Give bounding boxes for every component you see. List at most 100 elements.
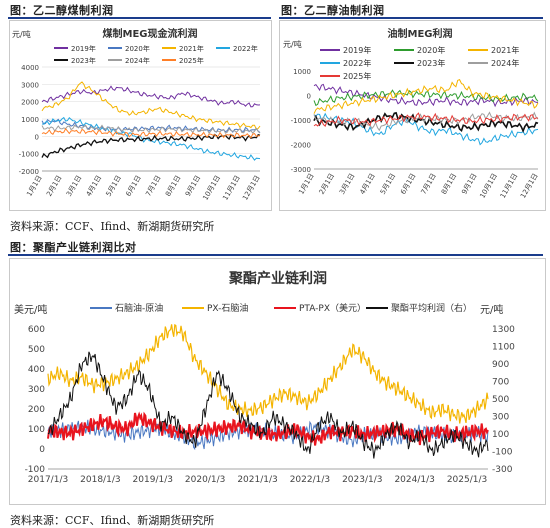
legend-label: 2021年 xyxy=(179,44,204,53)
legend-label: 2021年 xyxy=(491,45,519,55)
legend-label: 2025年 xyxy=(343,71,371,81)
y-tick-label: 100 xyxy=(28,425,45,435)
y-axis-label: 元/吨 xyxy=(12,29,31,39)
y-tick-label: 300 xyxy=(28,385,45,395)
y-tick-label: -100 xyxy=(25,465,46,475)
series-line-7 xyxy=(313,112,538,127)
series-line-1 xyxy=(41,85,261,108)
legend-label: 2025年 xyxy=(179,56,204,65)
x-tick-label: 9月1日 xyxy=(184,174,202,198)
x-tick-label: 2022/1/3 xyxy=(290,475,330,485)
series-line-1 xyxy=(313,83,539,108)
legend-label: 2019年 xyxy=(71,44,96,53)
y-tick-label: 600 xyxy=(28,325,45,335)
x-tick-label: 5月1日 xyxy=(105,174,123,198)
figure-2-rule xyxy=(279,17,543,19)
y-tick-label: 3000 xyxy=(21,81,39,89)
x-tick-label: 11月1日 xyxy=(221,174,242,202)
y-tick-label: 2000 xyxy=(21,99,39,107)
x-tick-label: 2023/1/3 xyxy=(342,475,382,485)
legend-label: 2022年 xyxy=(233,44,258,53)
legend-label: 石脑油-原油 xyxy=(115,302,163,314)
x-tick-label: 2024/1/3 xyxy=(394,475,434,485)
y-axis-label: 元/吨 xyxy=(283,39,302,49)
x-tick-label: 2025/1/3 xyxy=(447,475,487,485)
y-tick-label-right: -300 xyxy=(492,465,513,475)
chart-panel-coal-meg: 煤制MEG现金流利润 元/吨 4000 3000 2000 1000 0 -1000 -2000… xyxy=(9,20,272,211)
series-line-3 xyxy=(47,411,489,446)
y-tick-label-right: 1100 xyxy=(492,343,515,353)
figure-2-header: 图：乙二醇油制利润 xyxy=(281,4,385,17)
legend-label: 2019年 xyxy=(343,45,371,55)
figure-1-header: 图：乙二醇煤制利润 xyxy=(10,4,114,17)
y-tick-label: 500 xyxy=(28,345,45,355)
legend-label: 2024年 xyxy=(125,56,150,65)
legend-label: 2024年 xyxy=(491,58,519,68)
x-tick-label: 7月1日 xyxy=(420,172,438,196)
legend-label: 聚酯平均利润（右） xyxy=(391,302,472,314)
legend-label: 2023年 xyxy=(417,58,445,68)
x-tick-label: 8月1日 xyxy=(440,172,458,196)
chart-panel-oil-meg: 油制MEG利润元/吨 1000 0 -1000 -2000 -3000 1月1日 2月1日 3月… xyxy=(279,20,546,211)
series-line-5 xyxy=(41,133,261,159)
x-tick-label: 6月1日 xyxy=(124,174,142,198)
source-note-1: 资料来源：CCF、Ifind、新湖期货研究所 xyxy=(10,220,215,233)
y-tick-label: -2000 xyxy=(19,168,39,176)
coal-meg-profit-chart: 煤制MEG现金流利润 元/吨 4000 3000 2000 1000 0 -1000 -2000… xyxy=(12,27,262,202)
figure-3-header: 图：聚酯产业链利润比对 xyxy=(10,241,137,254)
x-tick-label: 9月1日 xyxy=(460,172,478,196)
y-tick-label: -1000 xyxy=(291,117,311,125)
x-tick-label: 2018/1/3 xyxy=(80,475,120,485)
chart-panel-polyester: 聚酯产业链利润 美元/吨 元/吨 600 500 400 300 200 100 0 -100 130… xyxy=(9,258,546,505)
y-tick-label-right: 500 xyxy=(492,395,509,405)
y-tick-label-right: -100 xyxy=(492,448,513,458)
x-tick-label: 10月1日 xyxy=(201,174,222,202)
x-tick-label: 3月1日 xyxy=(65,174,83,198)
y-tick-label: 1000 xyxy=(293,68,311,76)
x-tick-label: 7月1日 xyxy=(144,174,162,198)
legend-label: 2020年 xyxy=(125,44,150,53)
source-note-2: 资料来源：CCF、Ifind、新湖期货研究所 xyxy=(10,514,215,527)
x-tick-label: 2月1日 xyxy=(318,172,336,196)
x-tick-label: 4月1日 xyxy=(85,174,103,198)
x-tick-label: 6月1日 xyxy=(399,172,417,196)
y-tick-label: -3000 xyxy=(291,166,311,174)
series-line-2 xyxy=(47,323,489,424)
y-tick-label: 0 xyxy=(307,93,311,101)
series-line-6 xyxy=(41,124,261,134)
y-tick-label: -1000 xyxy=(19,151,39,159)
figure-1-rule xyxy=(8,17,271,19)
y-tick-label: 200 xyxy=(28,405,45,415)
series-line-3 xyxy=(41,81,261,130)
y-tick-label-right: 700 xyxy=(492,378,509,388)
x-tick-label: 11月1日 xyxy=(499,172,520,200)
x-tick-label: 1月1日 xyxy=(297,172,315,196)
y-tick-label: -2000 xyxy=(291,142,311,150)
series-line-7 xyxy=(41,127,261,139)
x-tick-label: 12月1日 xyxy=(241,174,262,202)
x-tick-label: 3月1日 xyxy=(338,172,356,196)
y-tick-label-right: 1300 xyxy=(492,325,515,335)
x-tick-label: 2021/1/3 xyxy=(237,475,277,485)
x-tick-label: 1月1日 xyxy=(25,174,43,198)
y-tick-label-right: 900 xyxy=(492,360,509,370)
y-tick-label: 400 xyxy=(28,365,45,375)
series-line-3 xyxy=(313,78,539,114)
y-tick-label: 0 xyxy=(39,445,45,455)
chart-title: 煤制MEG现金流利润 xyxy=(103,27,198,40)
y-tick-label: 1000 xyxy=(21,116,39,124)
chart-title: 油制MEG利润 xyxy=(388,27,453,40)
y-axis-label-right: 元/吨 xyxy=(480,303,503,316)
y-axis-label: 美元/吨 xyxy=(14,303,47,316)
y-tick-label: 0 xyxy=(35,133,39,141)
x-tick-label: 8月1日 xyxy=(164,174,182,198)
figure-3-rule xyxy=(8,254,543,256)
x-tick-label: 5月1日 xyxy=(379,172,397,196)
x-tick-label: 2月1日 xyxy=(45,174,63,198)
x-tick-label: 2017/1/3 xyxy=(28,475,68,485)
legend-label: 2020年 xyxy=(417,45,445,55)
legend-label: 2022年 xyxy=(343,58,371,68)
y-tick-label: 4000 xyxy=(21,64,39,72)
